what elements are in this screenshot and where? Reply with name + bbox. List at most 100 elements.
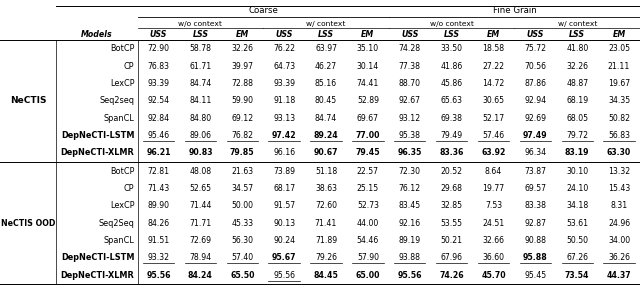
Text: 80.45: 80.45 [315, 96, 337, 105]
Text: 73.87: 73.87 [524, 166, 547, 176]
Text: 19.77: 19.77 [483, 184, 504, 193]
Text: 76.12: 76.12 [399, 184, 420, 193]
Text: 96.21: 96.21 [147, 148, 171, 157]
Text: 75.72: 75.72 [524, 44, 547, 53]
Text: 63.97: 63.97 [315, 44, 337, 53]
Text: NeCTIS OOD: NeCTIS OOD [1, 218, 55, 228]
Text: 85.16: 85.16 [315, 79, 337, 88]
Text: 33.50: 33.50 [440, 44, 463, 53]
Text: 87.86: 87.86 [524, 79, 547, 88]
Text: 92.69: 92.69 [524, 114, 547, 123]
Text: 57.90: 57.90 [357, 253, 379, 262]
Text: LexCP: LexCP [110, 201, 134, 210]
Text: DepNeCTI-XLMR: DepNeCTI-XLMR [61, 148, 134, 157]
Text: 71.44: 71.44 [189, 201, 212, 210]
Text: 90.13: 90.13 [273, 218, 295, 228]
Text: 95.88: 95.88 [523, 253, 548, 262]
Text: 50.21: 50.21 [440, 236, 463, 245]
Text: 65.50: 65.50 [230, 271, 255, 280]
Text: 96.34: 96.34 [524, 148, 547, 157]
Text: SpanCL: SpanCL [104, 114, 134, 123]
Text: 24.96: 24.96 [608, 218, 630, 228]
Text: 45.70: 45.70 [481, 271, 506, 280]
Text: 74.41: 74.41 [356, 79, 379, 88]
Text: 39.97: 39.97 [231, 62, 253, 71]
Text: EM: EM [612, 30, 626, 39]
Text: 46.27: 46.27 [315, 62, 337, 71]
Text: DepNeCTI-XLMR: DepNeCTI-XLMR [61, 271, 134, 280]
Text: 70.56: 70.56 [524, 62, 547, 71]
Text: 93.88: 93.88 [399, 253, 420, 262]
Text: Seq2Seq: Seq2Seq [99, 218, 134, 228]
Text: 67.26: 67.26 [566, 253, 588, 262]
Text: NeCTIS: NeCTIS [10, 96, 47, 105]
Text: DepNeCTI-LSTM: DepNeCTI-LSTM [61, 131, 134, 140]
Text: 24.10: 24.10 [566, 184, 588, 193]
Text: 69.57: 69.57 [524, 184, 547, 193]
Text: 51.18: 51.18 [315, 166, 337, 176]
Text: 68.05: 68.05 [566, 114, 588, 123]
Text: 53.55: 53.55 [440, 218, 463, 228]
Text: USS: USS [275, 30, 293, 39]
Text: 67.96: 67.96 [440, 253, 463, 262]
Text: w/o context: w/o context [179, 21, 222, 27]
Text: 65.00: 65.00 [356, 271, 380, 280]
Text: 90.83: 90.83 [188, 148, 212, 157]
Text: USS: USS [401, 30, 419, 39]
Text: 20.52: 20.52 [440, 166, 463, 176]
Text: 24.51: 24.51 [483, 218, 504, 228]
Text: 93.39: 93.39 [273, 79, 295, 88]
Text: 52.89: 52.89 [357, 96, 379, 105]
Text: 36.60: 36.60 [483, 253, 504, 262]
Text: 68.17: 68.17 [273, 184, 295, 193]
Text: 79.45: 79.45 [356, 148, 380, 157]
Text: 95.67: 95.67 [272, 253, 296, 262]
Text: 32.26: 32.26 [566, 62, 588, 71]
Text: 69.12: 69.12 [231, 114, 253, 123]
Text: 35.10: 35.10 [357, 44, 379, 53]
Text: 30.14: 30.14 [356, 62, 379, 71]
Text: 90.24: 90.24 [273, 236, 295, 245]
Text: 45.86: 45.86 [440, 79, 463, 88]
Text: 19.67: 19.67 [608, 79, 630, 88]
Text: 92.84: 92.84 [147, 114, 170, 123]
Text: 84.45: 84.45 [314, 271, 339, 280]
Text: 34.57: 34.57 [231, 184, 253, 193]
Text: 95.56: 95.56 [397, 271, 422, 280]
Text: 84.26: 84.26 [147, 218, 170, 228]
Text: 25.15: 25.15 [357, 184, 379, 193]
Text: 7.53: 7.53 [485, 201, 502, 210]
Text: 91.18: 91.18 [273, 96, 295, 105]
Text: 83.19: 83.19 [565, 148, 589, 157]
Text: EM: EM [361, 30, 374, 39]
Text: EM: EM [236, 30, 249, 39]
Text: BotCP: BotCP [110, 44, 134, 53]
Text: 29.68: 29.68 [440, 184, 463, 193]
Text: w/o context: w/o context [429, 21, 474, 27]
Text: 90.88: 90.88 [524, 236, 547, 245]
Text: 59.90: 59.90 [231, 96, 253, 105]
Text: Fine Grain: Fine Grain [493, 6, 536, 15]
Text: 95.45: 95.45 [524, 271, 547, 280]
Text: 93.13: 93.13 [273, 114, 295, 123]
Text: LexCP: LexCP [110, 79, 134, 88]
Text: 76.22: 76.22 [273, 44, 295, 53]
Text: 30.10: 30.10 [566, 166, 588, 176]
Text: 30.65: 30.65 [483, 96, 504, 105]
Text: 58.78: 58.78 [189, 44, 211, 53]
Text: 38.63: 38.63 [315, 184, 337, 193]
Text: 44.37: 44.37 [607, 271, 632, 280]
Text: 52.73: 52.73 [357, 201, 379, 210]
Text: 72.81: 72.81 [147, 166, 170, 176]
Text: 57.46: 57.46 [483, 131, 504, 140]
Text: 95.56: 95.56 [147, 271, 171, 280]
Text: 32.26: 32.26 [231, 44, 253, 53]
Text: Coarse: Coarse [248, 6, 278, 15]
Text: 84.24: 84.24 [188, 271, 213, 280]
Text: 69.38: 69.38 [440, 114, 463, 123]
Text: 96.16: 96.16 [273, 148, 295, 157]
Text: 72.69: 72.69 [189, 236, 211, 245]
Text: 88.70: 88.70 [399, 79, 420, 88]
Text: 89.19: 89.19 [399, 236, 420, 245]
Text: 41.86: 41.86 [440, 62, 463, 71]
